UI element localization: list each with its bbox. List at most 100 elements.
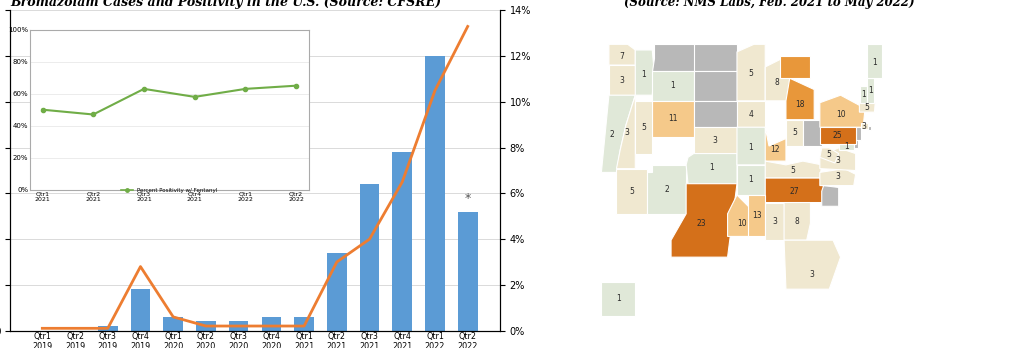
Polygon shape [861, 124, 867, 129]
Text: 3: 3 [713, 136, 718, 145]
Polygon shape [693, 71, 737, 101]
Text: 1: 1 [868, 86, 872, 95]
Text: 1: 1 [844, 142, 849, 151]
Bar [228, 322, 249, 331]
Bar [392, 152, 412, 331]
Text: 1: 1 [749, 143, 754, 152]
Title: Bromazolam Geographical Distribution in the U.S.
(Source: NMS Labs, Feb. 2021 to: Bromazolam Geographical Distribution in … [603, 0, 935, 9]
Text: 8: 8 [795, 217, 800, 226]
Text: 23: 23 [696, 219, 706, 228]
Bar [425, 56, 444, 331]
Polygon shape [737, 165, 765, 195]
Polygon shape [652, 101, 693, 137]
Bar [98, 326, 118, 331]
Polygon shape [609, 44, 635, 65]
Polygon shape [867, 126, 870, 130]
Polygon shape [820, 127, 856, 144]
Text: 10: 10 [737, 219, 746, 228]
Polygon shape [856, 127, 861, 140]
Bar [261, 317, 282, 331]
Polygon shape [686, 153, 737, 184]
Text: 5: 5 [793, 128, 797, 137]
Polygon shape [601, 282, 635, 316]
Polygon shape [820, 95, 865, 127]
Polygon shape [693, 101, 737, 127]
Bar [359, 184, 379, 331]
Text: 3: 3 [862, 122, 866, 131]
Text: 3: 3 [810, 270, 815, 279]
Polygon shape [765, 127, 786, 161]
Text: 7: 7 [618, 52, 624, 61]
Polygon shape [820, 148, 839, 163]
Polygon shape [820, 148, 856, 171]
Polygon shape [765, 203, 784, 240]
Text: 5: 5 [629, 187, 634, 196]
Polygon shape [854, 140, 858, 148]
Text: 25: 25 [833, 131, 843, 140]
Text: 13: 13 [753, 211, 762, 220]
Text: 2: 2 [609, 130, 614, 139]
Bar [458, 212, 477, 331]
Polygon shape [616, 95, 635, 169]
Polygon shape [693, 127, 737, 153]
Bar [164, 317, 183, 331]
Text: 1: 1 [642, 70, 646, 79]
Text: 27: 27 [790, 187, 800, 196]
Polygon shape [786, 78, 814, 120]
Text: 3: 3 [618, 76, 624, 85]
Text: *: * [465, 192, 471, 205]
Polygon shape [867, 78, 873, 103]
Text: 5: 5 [749, 69, 754, 78]
Polygon shape [737, 101, 765, 127]
Text: 12: 12 [770, 144, 779, 153]
Polygon shape [737, 127, 769, 165]
Text: 5: 5 [864, 103, 869, 112]
Polygon shape [765, 60, 790, 101]
Polygon shape [671, 184, 737, 257]
Polygon shape [820, 169, 856, 185]
Polygon shape [784, 240, 841, 289]
Polygon shape [609, 65, 635, 95]
Text: 5: 5 [641, 123, 646, 132]
Polygon shape [765, 178, 825, 203]
Polygon shape [867, 44, 882, 78]
Bar [131, 290, 151, 331]
Polygon shape [859, 103, 876, 112]
Text: Bromazolam Cases and Positivity in the U.S. (Source: CFSRE): Bromazolam Cases and Positivity in the U… [10, 0, 441, 9]
Text: 1: 1 [710, 163, 714, 172]
Polygon shape [784, 203, 810, 240]
Text: 1: 1 [616, 294, 621, 303]
Polygon shape [839, 144, 854, 150]
Polygon shape [693, 44, 737, 71]
Text: 1: 1 [671, 81, 675, 90]
Text: 8: 8 [774, 78, 779, 87]
Polygon shape [749, 195, 765, 236]
Text: 5: 5 [826, 150, 830, 159]
Polygon shape [860, 86, 867, 103]
Bar [327, 253, 346, 331]
Text: 3: 3 [772, 217, 777, 226]
Polygon shape [737, 44, 765, 101]
Polygon shape [765, 161, 821, 178]
Polygon shape [821, 185, 839, 206]
Polygon shape [635, 50, 654, 95]
Text: 5: 5 [790, 166, 795, 175]
Text: 18: 18 [795, 100, 805, 109]
Text: 3: 3 [836, 156, 840, 165]
Polygon shape [803, 120, 821, 146]
Polygon shape [646, 165, 686, 214]
Text: 3: 3 [625, 128, 629, 137]
Text: 10: 10 [837, 110, 846, 119]
Text: 1: 1 [749, 175, 754, 184]
Text: 2: 2 [665, 185, 669, 194]
Text: 4: 4 [749, 110, 754, 119]
Text: 1: 1 [861, 89, 866, 98]
Polygon shape [652, 44, 705, 71]
Bar [197, 322, 216, 331]
Text: 1: 1 [872, 58, 877, 67]
Text: 11: 11 [669, 114, 678, 124]
Polygon shape [601, 95, 635, 172]
Text: 3: 3 [836, 172, 840, 181]
Polygon shape [786, 120, 803, 146]
Polygon shape [652, 71, 693, 101]
